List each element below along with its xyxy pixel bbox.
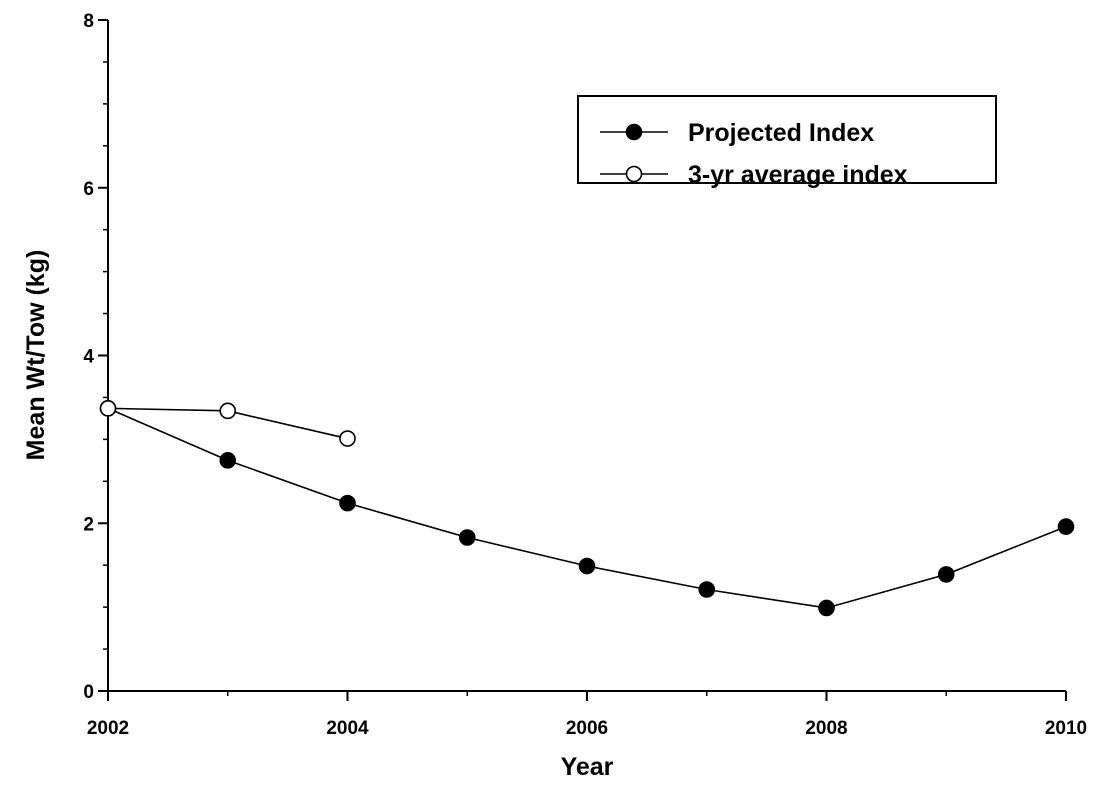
series-layer [99,400,1075,617]
data-point [578,557,596,575]
data-point [698,581,716,598]
data-point [458,529,476,546]
legend-box [577,95,997,184]
series-three-yr-average-index [99,400,356,447]
x-tick-label: 2010 [1045,718,1087,739]
data-point [339,494,356,512]
legend-marker [625,123,643,141]
y-tick-label: 0 [83,682,94,703]
data-point [1057,518,1075,535]
data-point [818,599,835,617]
data-point [219,402,237,420]
tick-marks [98,19,1067,701]
y-tick-label: 6 [83,179,94,200]
x-tick-label: 2002 [87,718,129,739]
series-projected-index [99,400,1075,617]
x-tick-label: 2008 [805,718,847,739]
data-point [339,430,356,447]
legend-label: 3-yr average index [688,161,908,189]
legend-entry: 3-yr average index [600,161,908,189]
x-tick-label: 2004 [326,718,369,739]
series-line [107,407,1067,609]
legend: Projected Index 3-yr average index [577,95,997,189]
y-axis-title: Mean Wt/Tow (kg) [22,250,50,461]
data-point [99,400,117,417]
data-point [219,452,237,469]
legend-label: Projected Index [688,119,874,147]
tick-labels: 0 2 4 6 8 2002 2004 2006 2008 2010 [83,11,1087,739]
y-tick-label: 2 [83,514,94,535]
x-axis-title: Year [561,753,614,781]
legend-marker [625,165,643,183]
legend-entry: Projected Index [600,119,874,147]
data-point [937,566,955,583]
y-tick-label: 8 [83,11,94,32]
y-tick-label: 4 [83,347,94,368]
x-tick-label: 2006 [566,718,608,739]
